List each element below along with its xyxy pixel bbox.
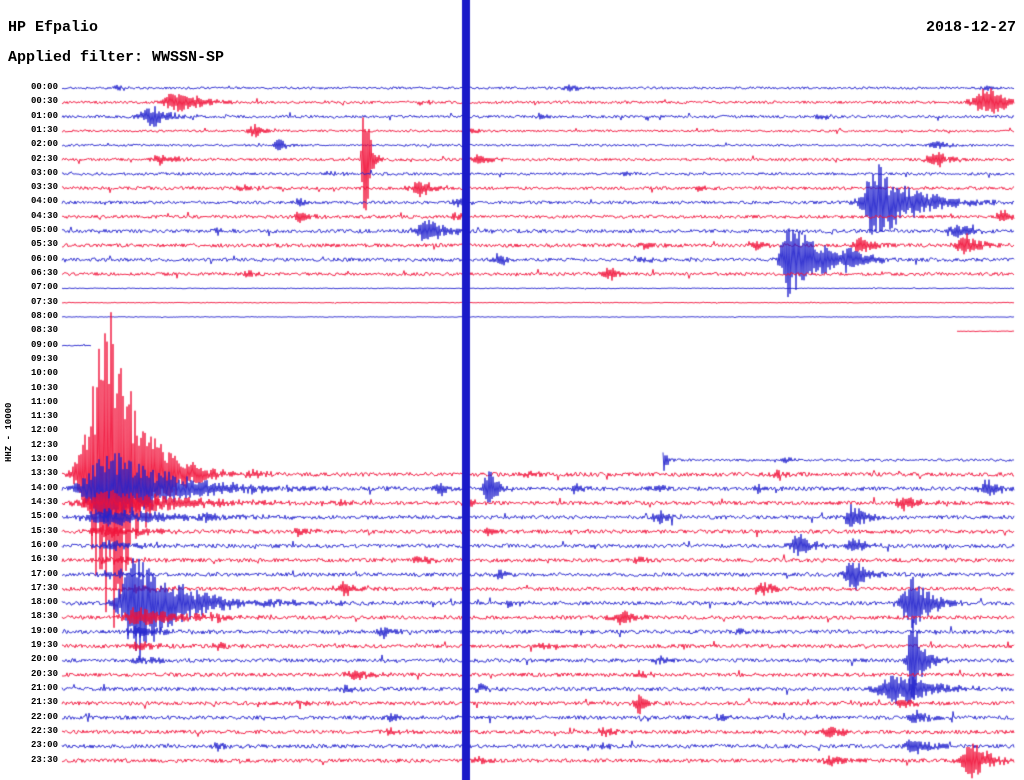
applied-filter-label: Applied filter: WWSSN-SP [8,49,225,66]
date-label: 2018-12-27 [925,19,1016,36]
y-axis-label: HHZ - 10000 [4,402,14,462]
station-title: HP Efpalio [8,19,99,36]
